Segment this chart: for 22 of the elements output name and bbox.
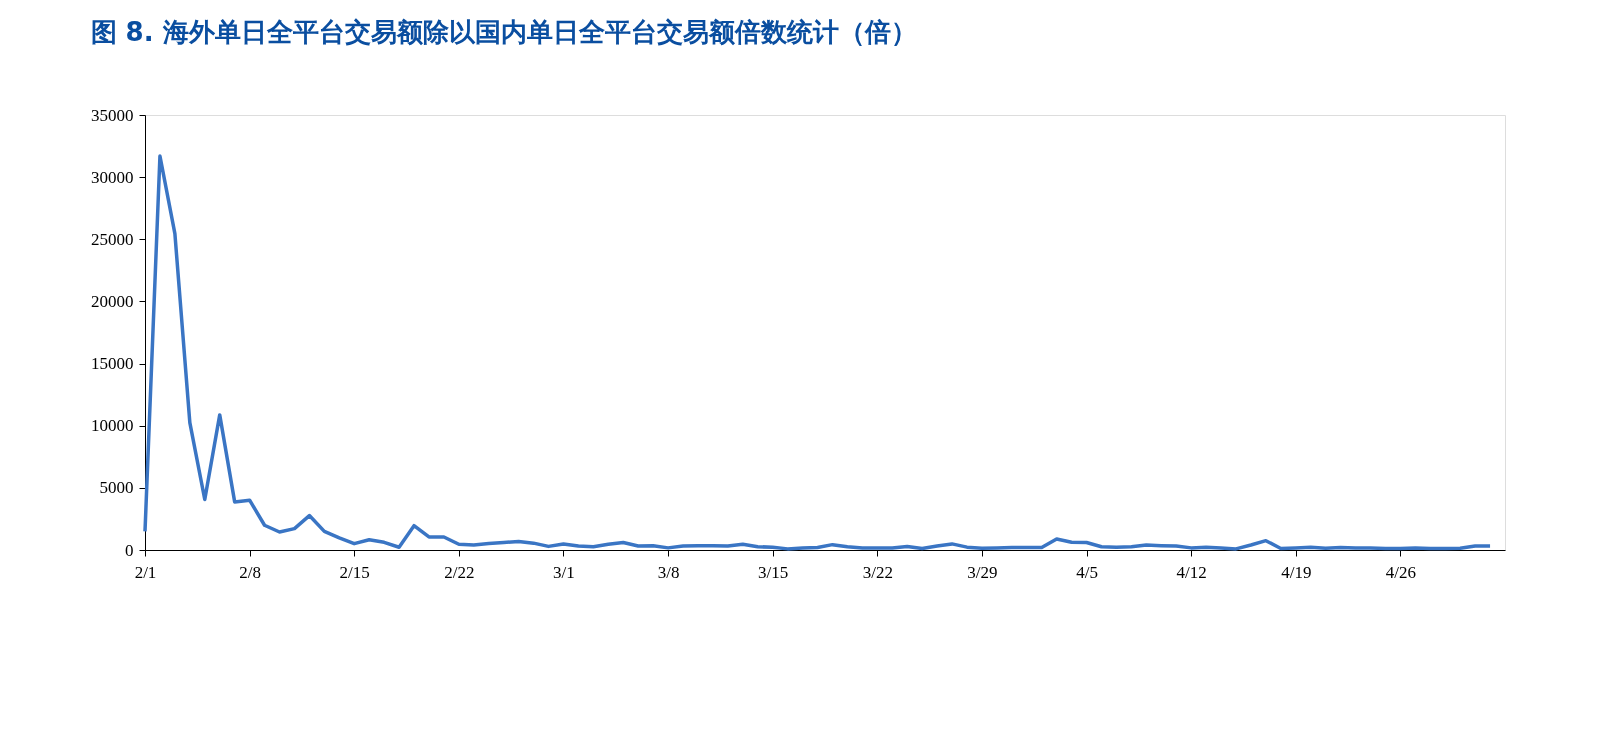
x-tick-label: 3/8 [657, 562, 680, 582]
y-tick-label: 5000 [99, 478, 134, 498]
y-tick-label: 15000 [91, 354, 134, 374]
y-tick-label: 0 [125, 540, 134, 560]
x-tick-label: 2/8 [239, 562, 261, 582]
x-tick-label: 2/1 [134, 562, 157, 582]
x-tick-label: 4/26 [1385, 562, 1416, 582]
x-tick-label: 4/12 [1176, 562, 1207, 582]
x-tick-label: 3/15 [758, 562, 789, 582]
y-tick-label: 25000 [91, 229, 134, 249]
chart-title: 图 8. 海外单日全平台交易额除以国内单日全平台交易额倍数统计（倍） [90, 17, 917, 47]
y-tick-label: 20000 [91, 291, 134, 311]
x-tick-label: 3/29 [967, 562, 998, 582]
x-tick-label: 4/5 [1076, 562, 1098, 582]
x-tick-label: 2/15 [339, 562, 370, 582]
x-tick-label: 4/19 [1281, 562, 1312, 582]
y-tick-label: 10000 [91, 416, 134, 436]
x-tick-label: 3/22 [862, 562, 893, 582]
x-tick-label: 3/1 [553, 562, 575, 582]
y-tick-label: 30000 [91, 167, 134, 187]
y-tick-label: 35000 [91, 105, 134, 125]
x-tick-label: 2/22 [444, 562, 475, 582]
